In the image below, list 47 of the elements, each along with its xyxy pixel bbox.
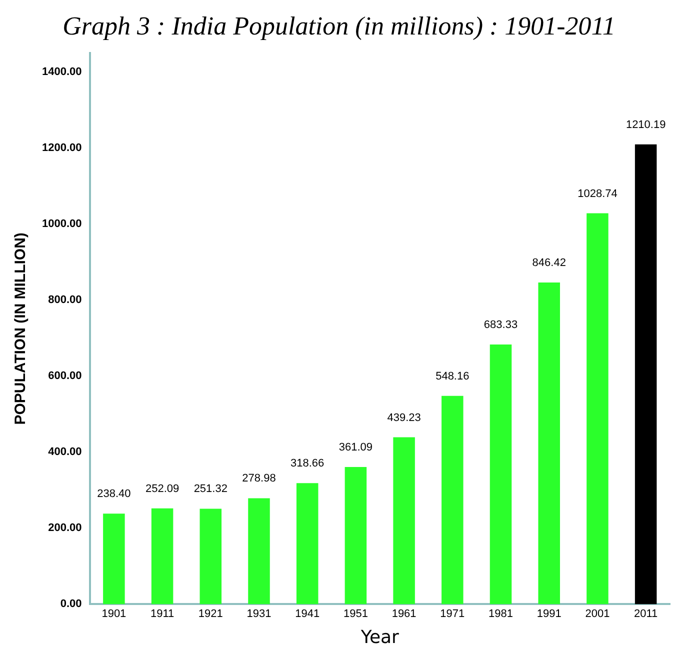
bar xyxy=(490,344,512,604)
chart-title: Graph 3 : India Population (in millions) : 1901-2011 xyxy=(62,11,616,40)
x-tick-label: 1901 xyxy=(102,608,126,620)
data-label: 252.09 xyxy=(145,482,180,495)
y-tick-label: 600.00 xyxy=(48,370,82,382)
x-tick-label: 1921 xyxy=(198,608,223,620)
x-tick-label: 1961 xyxy=(392,608,416,620)
y-tick-label: 800.00 xyxy=(48,294,82,306)
bar xyxy=(200,508,222,604)
x-tick-label: 1971 xyxy=(440,608,465,620)
x-tick-label: 1941 xyxy=(295,608,320,620)
y-tick-label: 0.00 xyxy=(60,598,82,610)
data-label: 439.23 xyxy=(387,412,421,424)
bar xyxy=(344,466,367,604)
x-axis-title: Year xyxy=(360,626,400,648)
data-label: 683.33 xyxy=(484,319,518,332)
bar xyxy=(248,498,270,604)
x-tick-label: 1931 xyxy=(246,608,272,620)
bar xyxy=(586,213,608,604)
y-tick-label: 1200.00 xyxy=(42,142,82,154)
x-tick-label: 2011 xyxy=(634,608,658,620)
y-tick-label: 200.00 xyxy=(48,522,82,534)
x-tick-label: 1951 xyxy=(343,608,368,620)
x-tick-label: 2001 xyxy=(585,608,610,620)
x-tick-label: 1911 xyxy=(150,608,174,620)
y-tick-label: 1400.00 xyxy=(42,66,82,78)
bar xyxy=(103,514,125,604)
data-label: 1028.74 xyxy=(578,188,618,200)
y-axis-title: POPULATION (IN MILLION) xyxy=(12,232,30,425)
x-tick-label: 1981 xyxy=(488,608,514,620)
bar xyxy=(634,144,657,604)
data-label: 1210.19 xyxy=(626,118,666,131)
data-label: 238.40 xyxy=(97,488,131,500)
bar xyxy=(442,396,464,604)
bar xyxy=(393,437,415,604)
data-label: 548.16 xyxy=(436,370,470,382)
data-label: 278.98 xyxy=(242,472,276,485)
data-label: 318.66 xyxy=(290,458,324,470)
y-tick-label: 400.00 xyxy=(48,446,82,458)
data-label: 251.32 xyxy=(194,483,228,496)
bar xyxy=(296,483,318,604)
bar xyxy=(538,282,560,604)
x-tick-label: 1991 xyxy=(536,608,562,620)
y-tick-label: 1000.00 xyxy=(42,218,82,230)
data-label: 361.09 xyxy=(338,442,373,454)
data-label: 846.42 xyxy=(532,257,566,270)
bar xyxy=(151,508,174,604)
